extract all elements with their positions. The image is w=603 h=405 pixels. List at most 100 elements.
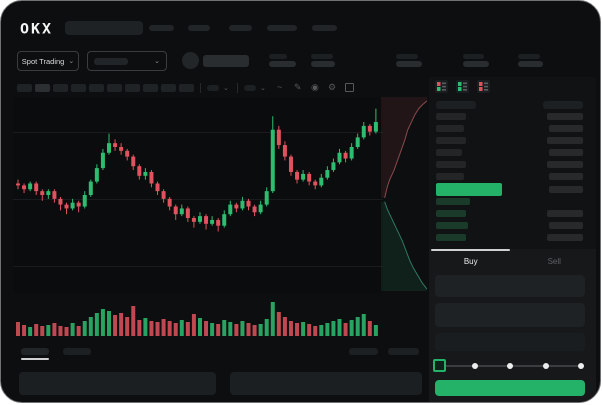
nav-item-placeholder[interactable] <box>267 25 297 31</box>
orders-panel-left[interactable] <box>19 372 216 395</box>
chart-type-dropdown[interactable] <box>244 85 256 91</box>
bid-amount-bar <box>547 210 583 217</box>
market-type-label: Spot Trading <box>21 56 65 66</box>
orderbook-ask-row[interactable] <box>429 161 596 168</box>
ask-amount-bar <box>547 137 583 144</box>
ask-amount-bar <box>549 125 583 132</box>
orderbook-bids-icon[interactable] <box>456 80 469 93</box>
timeframe-pill[interactable] <box>71 84 86 92</box>
stat-value-placeholder <box>311 61 335 67</box>
orderbook-bid-row[interactable] <box>429 234 596 241</box>
orderbook-trade-panel: Buy Sell <box>429 77 596 402</box>
stat-label-placeholder <box>463 54 484 59</box>
bid-amount-bar <box>549 222 583 229</box>
ask-price-bar <box>436 113 466 120</box>
amount-input[interactable] <box>435 303 585 327</box>
orderbook-bid-row[interactable] <box>429 210 596 217</box>
price-input[interactable] <box>435 275 585 297</box>
candlestick-chart[interactable] <box>13 97 383 293</box>
ask-price-bar <box>436 161 466 168</box>
orderbook-ask-row[interactable] <box>429 113 596 120</box>
timeframe-pill[interactable] <box>89 84 104 92</box>
slider-stop-100[interactable] <box>578 363 584 369</box>
pair-selector-dropdown[interactable]: ⌄ <box>87 51 167 71</box>
market-type-dropdown[interactable]: Spot Trading ⌄ <box>17 51 79 71</box>
coin-avatar <box>182 52 199 69</box>
stat-value-placeholder <box>396 61 422 67</box>
toolbar-divider <box>200 83 201 93</box>
chevron-down-icon: ⌄ <box>154 57 160 65</box>
stat-value-placeholder <box>269 61 296 67</box>
timeframe-pill[interactable] <box>179 84 194 92</box>
ask-amount-bar <box>547 113 583 120</box>
ask-price-bar <box>436 173 464 180</box>
orderbook-bid-row[interactable] <box>429 222 596 229</box>
bottom-tab[interactable] <box>63 348 91 355</box>
nav-item-placeholder[interactable] <box>149 25 174 31</box>
orderbook-asks-icon[interactable] <box>477 80 490 93</box>
slider-stop-25[interactable] <box>471 363 478 369</box>
ask-price-bar <box>436 137 466 144</box>
snapshot-icon[interactable]: ◉ <box>311 82 319 92</box>
stat-label-placeholder <box>311 54 333 59</box>
orderbook-ask-row[interactable] <box>429 137 596 144</box>
bid-price-bar <box>436 198 470 205</box>
depth-chart[interactable] <box>381 97 427 291</box>
tab-buy[interactable]: Buy <box>463 257 478 266</box>
slider-stop-50[interactable] <box>507 363 513 369</box>
timeframe-pill[interactable] <box>35 84 50 92</box>
settings-icon[interactable]: ⚙ <box>328 82 337 92</box>
buy-tab-indicator <box>431 249 510 251</box>
chevron-down-icon[interactable]: ⌄ <box>260 85 266 92</box>
timeframe-pill[interactable] <box>161 84 176 92</box>
chevron-down-icon[interactable]: ⌄ <box>223 85 229 92</box>
fullscreen-icon[interactable] <box>345 83 354 92</box>
orderbook-header-amount <box>543 101 583 109</box>
timeframe-pill[interactable] <box>53 84 68 92</box>
trade-form-section: Buy Sell <box>429 249 596 402</box>
last-price-bar[interactable] <box>436 183 502 196</box>
timeframe-pill[interactable] <box>125 84 140 92</box>
pair-placeholder <box>94 57 128 65</box>
orderbook-header-price <box>436 101 476 109</box>
bottom-tab-active[interactable] <box>21 348 49 355</box>
line-style-icon[interactable]: ~ <box>277 82 283 92</box>
toolbar-divider <box>237 83 238 93</box>
orderbook-ask-row[interactable] <box>429 149 596 156</box>
orderbook-row-bar <box>549 186 583 193</box>
timeframe-pill[interactable] <box>143 84 158 92</box>
timeframe-pill[interactable] <box>17 84 32 92</box>
ask-amount-bar <box>547 161 583 168</box>
percent-slider-handle[interactable] <box>433 359 446 372</box>
orders-panel-right[interactable] <box>230 372 422 395</box>
bid-price-bar <box>436 234 466 241</box>
slider-stop-75[interactable] <box>542 363 549 369</box>
buy-button[interactable] <box>435 380 585 396</box>
indicator-dropdown[interactable] <box>207 85 219 91</box>
search-input[interactable] <box>65 21 143 35</box>
orderbook-bid-row[interactable] <box>429 198 596 205</box>
ask-amount-bar <box>549 149 583 156</box>
orderbook-ask-row[interactable] <box>429 125 596 132</box>
bid-price-bar <box>436 222 468 229</box>
draw-icon[interactable]: ✎ <box>294 82 302 92</box>
nav-item-placeholder[interactable] <box>229 25 252 31</box>
bid-amount-bar <box>547 234 583 241</box>
stat-value-placeholder <box>518 61 543 67</box>
okx-logo: OKX <box>20 20 54 38</box>
chart-gridline <box>13 131 383 133</box>
total-field[interactable] <box>435 333 585 351</box>
timeframe-pill[interactable] <box>107 84 122 92</box>
stat-label-placeholder <box>269 54 287 59</box>
orderbook-both-icon[interactable] <box>435 80 448 93</box>
bottom-action[interactable] <box>388 348 419 355</box>
orderbook-ask-row[interactable] <box>429 173 596 180</box>
pair-name-placeholder[interactable] <box>203 55 249 67</box>
ask-amount-bar <box>549 173 583 180</box>
stat-label-placeholder <box>518 54 540 59</box>
nav-item-placeholder[interactable] <box>312 25 337 31</box>
bottom-action[interactable] <box>349 348 378 355</box>
nav-item-placeholder[interactable] <box>188 25 210 31</box>
tab-sell[interactable]: Sell <box>547 257 561 266</box>
bid-price-bar <box>436 210 466 217</box>
